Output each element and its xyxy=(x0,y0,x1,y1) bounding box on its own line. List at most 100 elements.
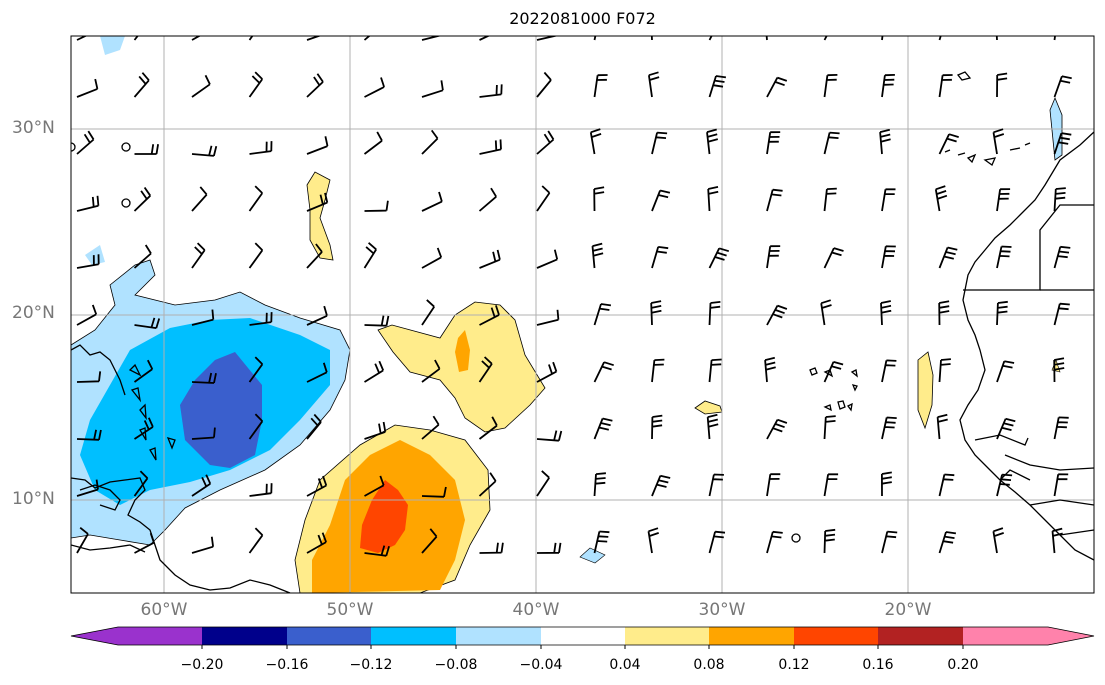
wind-barb xyxy=(593,361,614,383)
wind-barb xyxy=(938,473,955,497)
colorbar-segment xyxy=(878,627,963,645)
colorbar-segment xyxy=(202,627,287,645)
wind-barb xyxy=(248,71,264,98)
wind-barb xyxy=(76,304,98,326)
contour-yellow-small-1 xyxy=(306,171,334,261)
wind-barb xyxy=(421,486,447,498)
wind-barb xyxy=(823,361,844,383)
wind-barb xyxy=(133,244,152,269)
lat-label-30n: 30°N xyxy=(12,118,55,138)
colorbar-tick: 0.08 xyxy=(693,657,725,673)
colorbar-tick: −0.12 xyxy=(349,657,393,673)
wind-barb xyxy=(1053,245,1071,269)
wind-barb xyxy=(191,309,215,326)
wind-barb xyxy=(766,245,781,269)
wind-barb xyxy=(133,36,139,41)
colorbar-tick: 0.20 xyxy=(947,657,979,673)
wind-barb xyxy=(708,473,724,497)
wind-barb xyxy=(938,531,957,554)
contour-blue-small-3 xyxy=(579,547,606,564)
wind-barb xyxy=(591,242,604,269)
wind-barb xyxy=(647,527,659,554)
wind-barb xyxy=(421,36,442,41)
wind-barb xyxy=(364,360,385,383)
wind-barb xyxy=(1053,302,1070,326)
wind-barb xyxy=(1053,473,1069,497)
contour-orange-north xyxy=(455,330,470,372)
wind-barb xyxy=(651,474,671,497)
wind-barb xyxy=(478,187,497,212)
wind-barb xyxy=(306,243,323,269)
wind-barb xyxy=(881,471,892,497)
wind-barb xyxy=(996,72,1008,98)
wind-barb xyxy=(651,189,671,212)
wind-barb xyxy=(306,192,329,212)
wind-barb xyxy=(764,356,776,383)
wind-barb xyxy=(248,242,264,269)
wind-barb xyxy=(823,131,840,155)
wind-barb xyxy=(589,128,602,155)
wind-barb xyxy=(421,191,443,212)
wind-barb xyxy=(479,542,504,554)
wind-barb xyxy=(1053,187,1066,212)
wind-barb xyxy=(823,528,836,554)
wind-barb xyxy=(248,527,264,554)
wind-barb xyxy=(421,359,441,383)
wind-barb xyxy=(363,36,371,41)
wind-barb xyxy=(76,526,89,554)
wind-barb xyxy=(823,415,836,440)
wind-barb xyxy=(248,185,264,212)
wind-barb xyxy=(708,530,726,554)
wind-barb xyxy=(593,472,606,497)
wind-barb xyxy=(536,36,559,41)
colorbar-tick: 0.12 xyxy=(778,657,810,673)
wind-barb xyxy=(651,358,665,383)
wind-barb xyxy=(133,186,152,212)
wind-barb xyxy=(306,36,322,41)
contour-light-blue-2 xyxy=(85,245,105,265)
lon-label-20w: 20°W xyxy=(884,600,932,620)
wind-barb xyxy=(996,300,1008,326)
contour-blue-small-2 xyxy=(100,36,125,55)
wind-barb xyxy=(766,418,788,440)
lat-label-20n: 20°N xyxy=(12,303,55,323)
wind-barb xyxy=(593,303,612,326)
wind-barb xyxy=(651,246,669,269)
wind-barb xyxy=(706,128,719,155)
colorbar-segment xyxy=(456,627,541,645)
wind-barb xyxy=(191,372,217,384)
colorbar-segment xyxy=(625,627,709,645)
wind-barb xyxy=(76,78,99,98)
wind-barb xyxy=(936,413,948,440)
wind-barb xyxy=(766,76,788,98)
wind-barb xyxy=(1053,132,1072,155)
wind-barb xyxy=(707,186,719,212)
colorbar-tick: −0.20 xyxy=(180,657,224,673)
wind-barb xyxy=(76,371,102,383)
wind-barb xyxy=(820,299,832,326)
wind-barb xyxy=(1053,36,1056,41)
wind-barb xyxy=(881,74,895,98)
wind-barb xyxy=(364,475,385,497)
wind-barb xyxy=(479,36,491,41)
colorbar-outline xyxy=(70,626,1095,646)
map-title: 2022081000 F072 xyxy=(509,9,656,28)
wind-barb xyxy=(823,74,838,98)
wind-barb xyxy=(879,128,891,155)
wind-barb xyxy=(249,141,273,155)
coastlines xyxy=(71,71,1094,593)
wind-barb xyxy=(706,413,719,440)
wind-barb xyxy=(479,139,502,155)
wind-barb xyxy=(992,128,1005,155)
wind-barb xyxy=(1051,527,1063,554)
wind-barb xyxy=(593,186,605,212)
contour-yellow-small-2 xyxy=(917,351,934,430)
wind-barb xyxy=(248,36,254,41)
colorbar-tick: −0.04 xyxy=(519,657,563,673)
lon-label-30w: 30°W xyxy=(698,600,746,620)
wind-barb xyxy=(593,74,608,98)
wind-barb xyxy=(766,530,783,554)
lon-label-50w: 50°W xyxy=(326,600,374,620)
wind-barb xyxy=(421,415,440,440)
